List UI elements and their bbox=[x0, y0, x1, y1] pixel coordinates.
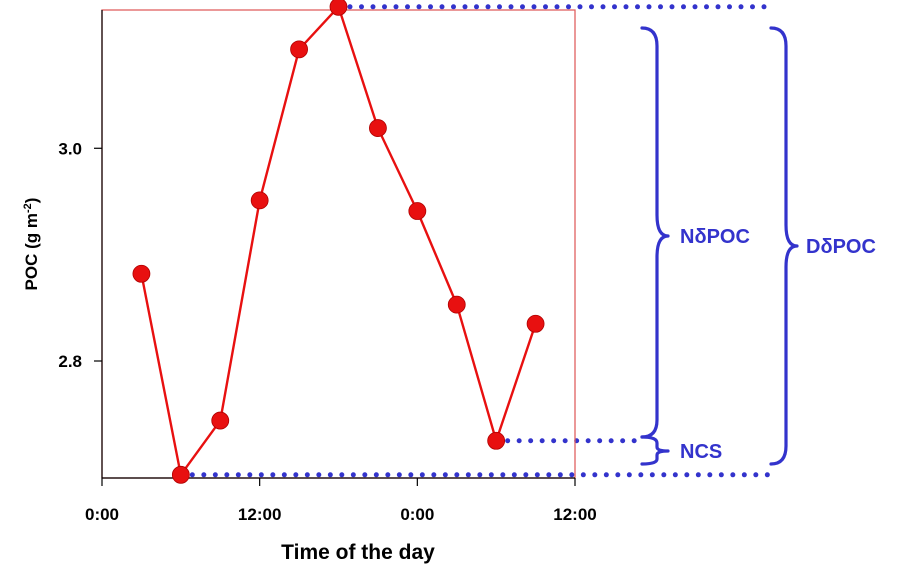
data-point-3 bbox=[250, 191, 269, 210]
data-point-0 bbox=[132, 264, 151, 283]
y-axis-title-base: POC (g m bbox=[22, 213, 41, 290]
data-point-9 bbox=[487, 431, 506, 450]
y-axis-title-superscript: -2 bbox=[22, 203, 34, 213]
x-tick-label-2: 0:00 bbox=[400, 505, 434, 524]
x-tick-label-1: 12:00 bbox=[238, 505, 281, 524]
data-point-6 bbox=[369, 119, 387, 137]
x-tick-label-3: 12:00 bbox=[553, 505, 596, 524]
y-axis-title-close: ) bbox=[22, 198, 41, 204]
y-tick-label-0: 2.8 bbox=[58, 352, 82, 371]
plot-frame bbox=[101, 9, 576, 479]
outer-brace bbox=[769, 26, 799, 466]
series-0-line bbox=[140, 5, 537, 476]
brackets: NδPOC DδPOC NCS bbox=[640, 26, 876, 466]
data-point-4 bbox=[290, 40, 308, 59]
data-point-7 bbox=[408, 202, 427, 220]
series-layer bbox=[132, 0, 545, 484]
bracket-outer-label: DδPOC bbox=[806, 236, 876, 258]
inner-brace bbox=[640, 26, 670, 439]
data-point-2 bbox=[211, 411, 230, 430]
data-point-8 bbox=[447, 295, 466, 314]
small-brace bbox=[640, 435, 670, 466]
x-tick-label-0: 0:00 bbox=[85, 505, 119, 524]
data-point-5 bbox=[329, 0, 348, 16]
bracket-small-label: NCS bbox=[680, 441, 722, 463]
axes: 0:00 12:00 0:00 12:00 2.8 3.0 bbox=[58, 10, 597, 524]
x-axis-title: Time of the day bbox=[281, 541, 435, 564]
y-tick-label-1: 3.0 bbox=[58, 139, 82, 158]
data-point-10 bbox=[526, 314, 545, 333]
bracket-inner-label: NδPOC bbox=[680, 226, 750, 248]
reference-dotted-lines bbox=[178, 4, 778, 478]
data-point-1 bbox=[171, 465, 190, 484]
y-axis-title: POC (g m-2) bbox=[22, 198, 41, 291]
